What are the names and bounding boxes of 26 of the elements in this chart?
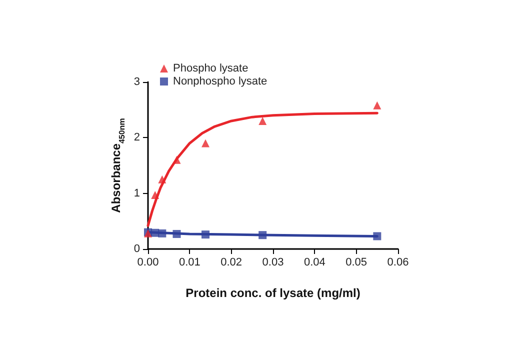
legend-label: Nonphospho lysate	[173, 76, 268, 88]
point	[158, 175, 166, 184]
y-tick-label: 2	[134, 132, 140, 144]
line-series	[146, 112, 378, 227]
x-tick-label: 0.01	[178, 256, 200, 268]
point	[172, 230, 181, 238]
x-tick-label: 0.02	[220, 256, 242, 268]
point	[258, 116, 267, 125]
y-tick-label: 3	[134, 76, 140, 88]
x-tick-label: 0.00	[137, 256, 159, 268]
x-axis-title: Protein conc. of lysate (mg/ml)	[186, 286, 360, 300]
point	[202, 139, 210, 148]
point	[373, 232, 382, 240]
x-tick-label: 0.05	[346, 256, 368, 268]
x-tick-label: 0.04	[304, 256, 326, 268]
point	[258, 231, 267, 240]
y-axis-title: Absorbance450nm	[109, 118, 126, 213]
x-tick-label: 0.06	[387, 256, 409, 268]
y-tick-label: 1	[134, 187, 140, 200]
y-tick-label: 0	[134, 243, 140, 255]
point	[151, 191, 160, 200]
point	[158, 229, 166, 238]
point	[373, 101, 382, 110]
point	[202, 230, 210, 239]
legend-label: Phospho lysate	[173, 62, 248, 74]
x-tick-label: 0.03	[262, 256, 284, 268]
